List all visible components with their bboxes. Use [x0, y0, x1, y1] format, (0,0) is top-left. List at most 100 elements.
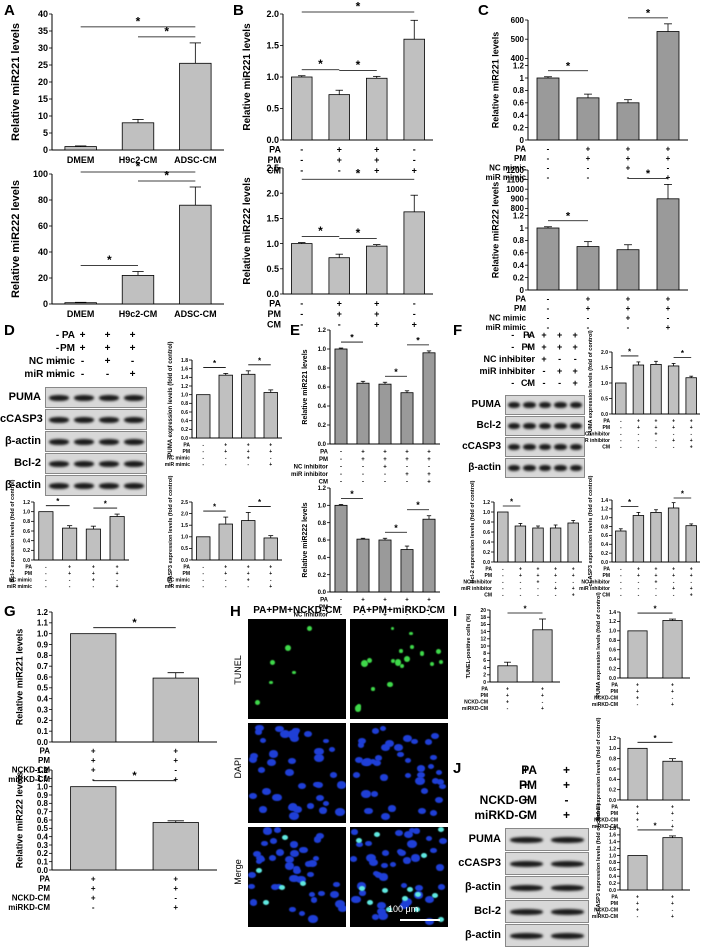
y-tick-label: 1: [520, 224, 525, 233]
y-tick-label: 0.8: [601, 524, 608, 530]
blot-band-label: Bcl-2: [476, 419, 501, 431]
nucleus: [359, 890, 367, 896]
condition-label: PM: [183, 449, 191, 455]
blot-condition-sign: +: [129, 369, 136, 380]
blot-condition-sign: +: [104, 343, 111, 354]
condition-sign: +: [374, 155, 379, 165]
condition-label: miRKD-CM: [592, 702, 618, 708]
blot-band-label: β-actin: [464, 929, 501, 941]
blot-band: [554, 444, 567, 450]
condition-sign: -: [620, 445, 622, 451]
nucleus: [314, 747, 325, 756]
blot-condition-sign: -: [523, 808, 528, 822]
condition-sign: -: [300, 299, 303, 309]
y-tick-label: 0.8: [513, 86, 525, 95]
y-tick-label: 0: [483, 680, 486, 686]
bar: [532, 629, 553, 683]
chart-j2: 0.00.20.40.60.81.01.21.41.61.8 cCASP3 exp…: [592, 803, 690, 920]
y-tick-label: 1.0: [181, 535, 188, 541]
condition-sign: -: [638, 593, 640, 599]
bar: [62, 527, 78, 561]
nucleus: [308, 859, 318, 868]
condition-sign: +: [506, 700, 509, 706]
condition-sign: -: [116, 578, 118, 584]
blot-condition-label: miRKD-CM: [474, 808, 537, 822]
significance-star: *: [104, 500, 108, 509]
nucleus: [351, 829, 359, 835]
blot-strip: [505, 900, 589, 923]
y-tick-label: 0.2: [609, 666, 616, 672]
tunel-positive-nucleus: [410, 644, 415, 649]
significance-star: *: [681, 349, 685, 358]
y-tick-label: 0: [43, 145, 48, 155]
y-tick-label: 0.2: [601, 551, 608, 557]
condition-sign: -: [655, 445, 657, 451]
condition-sign: +: [636, 696, 639, 702]
y-tick-label: 1.6: [181, 366, 188, 372]
blot-band-label: PUMA: [468, 833, 501, 845]
blot-condition-sign: +: [572, 342, 578, 352]
nucleus: [258, 857, 265, 863]
nucleus: [431, 732, 439, 739]
condition-sign: +: [337, 145, 342, 155]
nucleus: [257, 766, 266, 774]
condition-sign: +: [537, 580, 540, 586]
y-tick-label: 1.2: [23, 500, 30, 506]
nucleus: [248, 756, 257, 763]
condition-label: miR inhibitor: [579, 438, 610, 444]
nucleus: [380, 862, 388, 869]
blot-condition-sign: +: [572, 330, 578, 340]
y-tick-label: 10: [480, 644, 486, 650]
y-tick-label: 1.0: [23, 509, 30, 515]
blot-condition-sign: -: [55, 343, 60, 354]
nucleus: [289, 906, 296, 912]
condition-sign: +: [671, 914, 674, 920]
condition-sign: +: [383, 465, 387, 471]
nucleus: [381, 812, 391, 821]
y-tick-label: 0.5: [266, 104, 279, 114]
y-tick-label: 20: [480, 608, 486, 614]
nucleus: [280, 730, 290, 738]
y-tick-label: 0.6: [181, 410, 188, 416]
condition-sign: +: [572, 567, 575, 573]
bar: [656, 31, 680, 141]
nucleus: [285, 768, 295, 776]
panel-letter-b: B: [233, 2, 244, 19]
nucleus: [425, 835, 433, 841]
condition-sign: -: [667, 164, 670, 173]
condition-sign: -: [572, 580, 574, 586]
condition-sign: -: [547, 173, 550, 182]
nucleus: [329, 771, 338, 778]
condition-label: miR inhibitor: [461, 586, 492, 592]
condition-sign: -: [620, 580, 622, 586]
condition-label: PM: [603, 573, 611, 579]
blot-band: [48, 482, 69, 489]
condition-sign: +: [541, 706, 544, 712]
nucleus: [394, 829, 403, 837]
condition-sign: +: [405, 450, 409, 456]
nucleus: [273, 827, 282, 834]
blot-strip: [505, 437, 585, 457]
tunel-positive-nucleus: [367, 657, 373, 663]
condition-sign: -: [507, 706, 509, 712]
y-tick-label: 1200: [506, 166, 524, 175]
condition-sign: +: [636, 895, 639, 901]
chart-d3: 0.0 0.5 1.0 1.5 2.0 2.5 cCASP3 expression leve…: [165, 475, 282, 590]
bar: [685, 525, 697, 563]
blot-condition-sign: +: [562, 778, 570, 792]
bar: [218, 374, 233, 439]
bar: [403, 211, 425, 295]
y-axis-label: Relative miR222 levels: [242, 177, 253, 285]
condition-label: CM: [267, 166, 281, 176]
condition-label: PM: [481, 693, 489, 699]
chart-f2: 0.0 0.2 0.4 0.6 0.8 1.0 1.2 Bcl-2 expression le…: [461, 480, 582, 599]
y-tick-label: 0.0: [609, 676, 616, 682]
tunel-positive-nucleus: [404, 655, 411, 662]
condition-label: PA: [611, 683, 618, 689]
nucleus: [366, 854, 377, 863]
condition-sign: +: [269, 449, 272, 455]
condition-label: PM: [485, 573, 493, 579]
blot-band: [123, 416, 144, 423]
nucleus: [299, 846, 308, 854]
condition-sign: +: [636, 908, 639, 914]
